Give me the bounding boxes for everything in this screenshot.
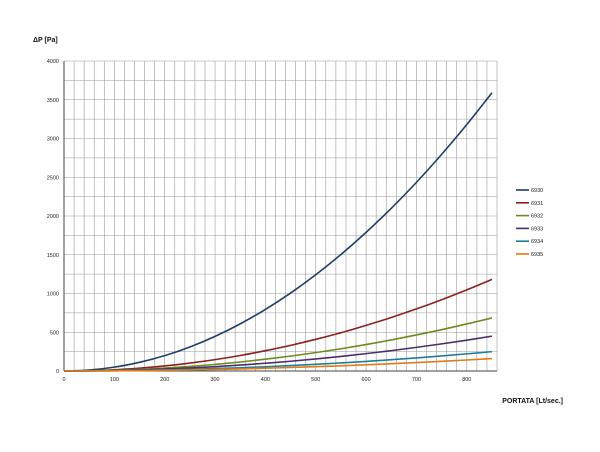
legend-label-6931: 6931 [531,201,543,207]
x-tick-label: 300 [210,377,219,383]
series-line-6931 [63,278,493,372]
legend: 6930 6931 6932 6933 6934 6935 [516,188,543,258]
series-lines [63,92,493,372]
x-tick-label: 200 [160,377,169,383]
x-tick-label: 400 [261,377,270,383]
legend-label-6933: 6933 [531,226,543,232]
x-tick-label: 600 [361,377,370,383]
grid [64,60,498,371]
x-tick-label: 500 [311,377,320,383]
x-tick-label: 800 [462,377,471,383]
x-tick-label: 700 [412,377,421,383]
y-tick-label: 4000 [47,59,59,65]
y-tick-label: 2000 [47,214,59,220]
y-tick-label: 3500 [47,98,59,104]
x-axis-title: PORTATA [Lt/sec.] [502,398,563,405]
series-line-6930 [63,92,493,372]
y-tick-label: 0 [56,369,59,375]
x-tick-label: 0 [62,377,65,383]
y-tick-label: 2500 [47,175,59,181]
y-tick-label: 1000 [47,292,59,298]
series-line-6935 [63,357,493,372]
y-tick-label: 500 [50,330,59,336]
y-tick-label: 1500 [47,253,59,259]
legend-label-6935: 6935 [531,252,543,258]
tick-labels: 0 500 1000 1500 2000 2500 3000 3500 4000 0 100 200 3… [47,59,472,383]
x-tick-label: 100 [110,377,119,383]
legend-label-6930: 6930 [531,188,543,194]
legend-label-6934: 6934 [531,239,543,245]
y-axis-title: ΔP [Pa] [33,37,58,44]
legend-label-6932: 6932 [531,214,543,220]
y-tick-label: 3000 [47,137,59,143]
